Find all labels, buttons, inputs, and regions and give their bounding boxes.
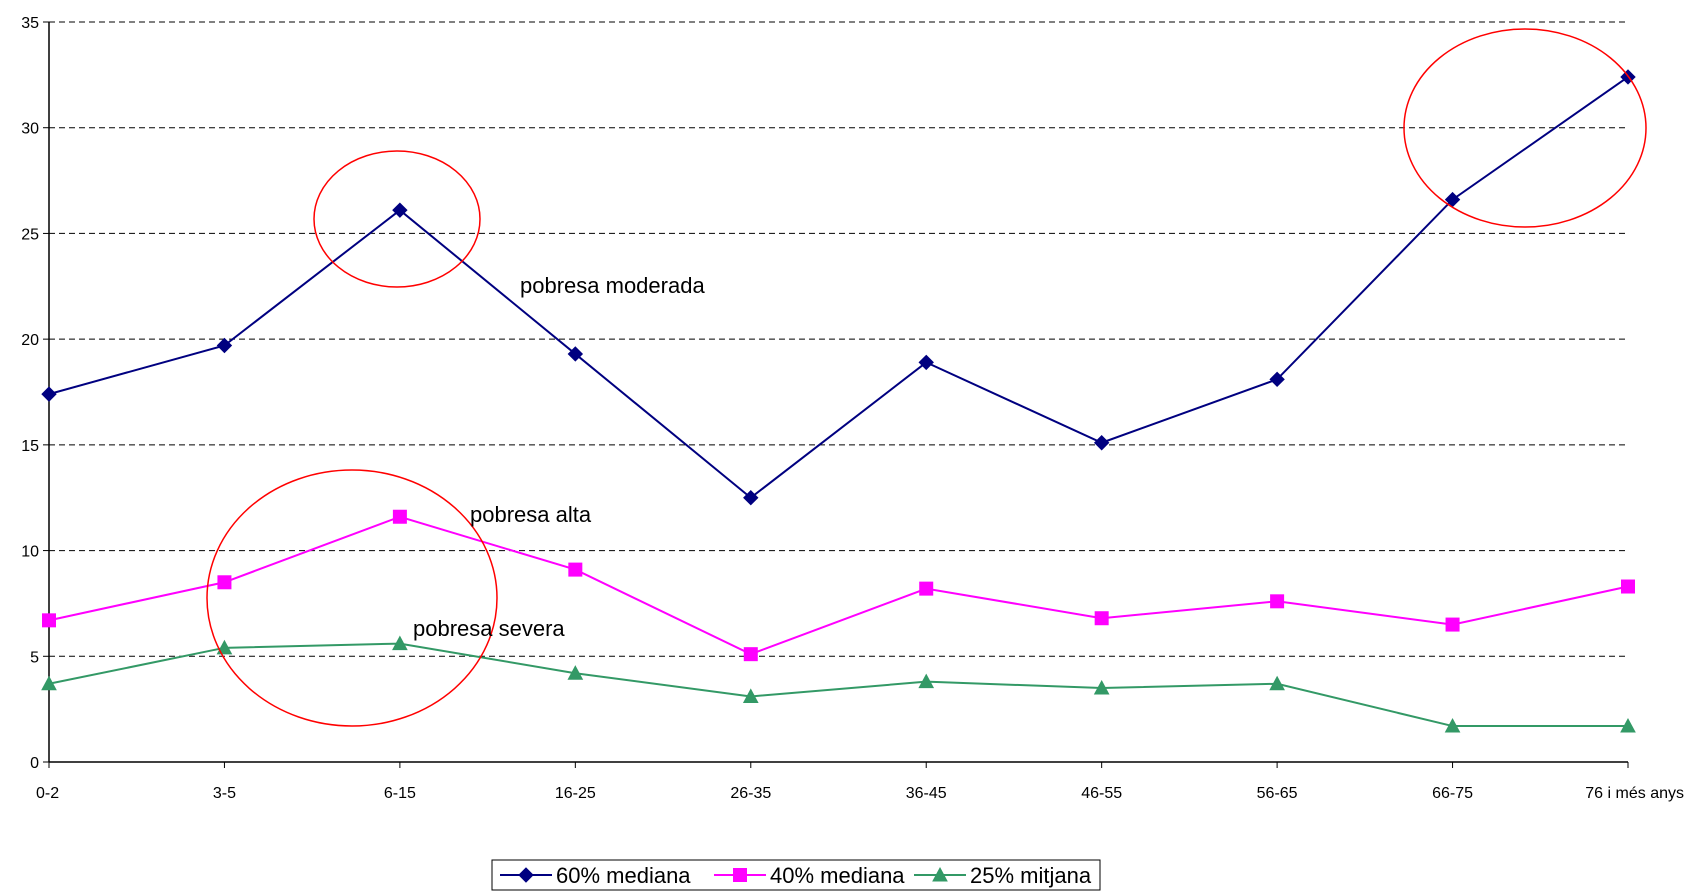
x-tick-label: 66-75: [1432, 785, 1473, 802]
y-tick-label: 0: [30, 755, 39, 772]
triangle-marker: [918, 673, 935, 689]
x-tick-label: 36-45: [906, 785, 947, 802]
diamond-marker: [1269, 371, 1285, 388]
diamond-marker: [567, 346, 584, 362]
series-line: [48, 76, 1629, 499]
highlight-circle: [1403, 28, 1647, 228]
triangle-marker: [1620, 718, 1636, 733]
annotations: pobresa moderada pobresa alta pobresa se…: [413, 273, 705, 641]
annotation-high: pobresa alta: [470, 502, 592, 527]
triangle-marker: [567, 665, 584, 680]
triangle-marker: [216, 639, 233, 655]
y-tick-labels: 0 5 10 15 20 25 30 35: [21, 15, 39, 772]
series-1: [41, 69, 1636, 506]
square-marker: [1270, 594, 1285, 609]
square-marker: [733, 868, 747, 882]
diamond-marker: [41, 386, 57, 402]
triangle-marker: [41, 675, 57, 691]
square-marker: [919, 581, 934, 596]
triangle-marker: [1269, 675, 1285, 691]
y-tick-label: 25: [21, 226, 39, 243]
y-tick-label: 35: [21, 15, 39, 32]
square-marker: [1445, 617, 1460, 632]
square-marker: [568, 562, 583, 577]
triangle-marker: [392, 635, 408, 651]
legend-box: [491, 859, 1101, 891]
y-tick-label: 30: [21, 121, 39, 138]
series-2: [42, 509, 1635, 662]
square-marker: [392, 509, 407, 524]
x-tick-labels: 0-2 3-5 6-15 16-25 26-35 36-45 46-55 56-65 66-75…: [36, 785, 1684, 802]
series-lines: [41, 69, 1636, 733]
annotation-severe: pobresa severa: [413, 616, 565, 641]
y-tick-label: 5: [30, 649, 39, 666]
x-tick-label: 26-35: [730, 785, 771, 802]
series-line: [48, 515, 1629, 656]
x-tick-label: 0-2: [36, 785, 59, 802]
square-marker: [743, 647, 758, 662]
legend-label: 40% mediana: [770, 863, 905, 888]
x-tick-label: 16-25: [555, 785, 596, 802]
triangle-marker: [1093, 679, 1110, 695]
square-marker: [1094, 611, 1109, 626]
triangle-marker: [932, 866, 948, 882]
diamond-marker: [1093, 435, 1110, 451]
gridlines: [49, 21, 1628, 657]
legend-label: 60% mediana: [556, 863, 691, 888]
legend: 60% mediana 40% mediana 25% mitjana: [491, 859, 1101, 891]
highlight-circle: [313, 150, 481, 288]
series-3: [41, 635, 1636, 733]
x-tick-label: 3-5: [213, 785, 236, 802]
highlight-circles: [206, 28, 1647, 727]
highlight-circle: [206, 469, 498, 727]
legend-label: 25% mitjana: [970, 863, 1092, 888]
square-marker: [42, 613, 56, 628]
x-tick-label: 46-55: [1081, 785, 1122, 802]
x-tick-label: 76 i més anys: [1585, 785, 1684, 802]
triangle-marker: [1444, 718, 1461, 733]
diamond-marker: [518, 867, 534, 883]
diamond-marker: [918, 354, 934, 371]
triangle-marker: [742, 688, 759, 703]
square-marker: [1621, 579, 1635, 594]
diamond-marker: [392, 202, 408, 218]
diamond-marker: [743, 490, 759, 506]
y-tick-label: 10: [21, 544, 39, 561]
diamond-marker: [216, 337, 233, 354]
annotation-moderate: pobresa moderada: [520, 273, 705, 298]
x-tick-label: 56-65: [1257, 785, 1298, 802]
x-tick-label: 6-15: [384, 785, 416, 802]
square-marker: [217, 575, 232, 590]
y-tick-label: 20: [21, 332, 39, 349]
series-line: [48, 642, 1628, 728]
y-tick-label: 15: [21, 438, 39, 455]
